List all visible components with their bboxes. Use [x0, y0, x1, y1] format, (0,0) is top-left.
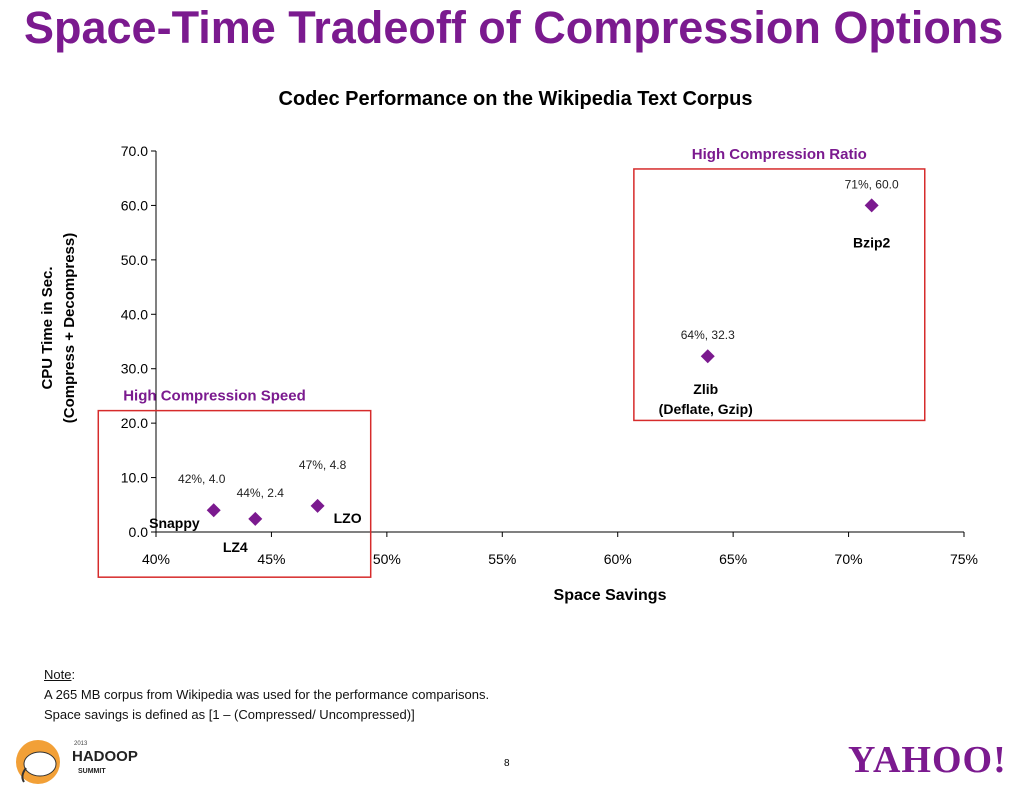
note: Note: A 265 MB corpus from Wikipedia was… — [44, 665, 489, 725]
point-name: LZ4 — [223, 539, 248, 555]
x-tick-label: 65% — [719, 551, 747, 567]
y-tick-label: 40.0 — [121, 306, 148, 322]
x-tick-label: 60% — [604, 551, 632, 567]
point-subname: (Deflate, Gzip) — [659, 401, 753, 417]
point-name: Zlib — [693, 381, 718, 397]
x-tick-label: 70% — [835, 551, 863, 567]
x-tick-label: 50% — [373, 551, 401, 567]
data-label: 42%, 4.0 — [178, 472, 226, 486]
note-line-2: Space savings is defined as [1 – (Compre… — [44, 707, 415, 722]
region-box — [97, 409, 372, 578]
y-tick-label: 20.0 — [121, 415, 148, 431]
x-tick-label: 45% — [257, 551, 285, 567]
hadoop-elephant-icon — [16, 740, 60, 784]
y-axis-label-2: (Compress + Decompress) — [61, 233, 78, 424]
point-name: LZO — [334, 510, 362, 526]
chart-title: Codec Performance on the Wikipedia Text … — [278, 88, 753, 110]
data-label: 47%, 4.8 — [299, 458, 347, 472]
hadoop-logo-subtext: SUMMIT — [78, 768, 106, 775]
yahoo-logo: YAHOO! — [848, 739, 1007, 781]
point-name: Bzip2 — [853, 234, 891, 250]
note-heading: Note — [44, 667, 72, 682]
y-tick-label: 70.0 — [121, 143, 148, 159]
x-tick-label: 55% — [488, 551, 516, 567]
slide-title: Space-Time Tradeoff of Compression Optio… — [24, 2, 1004, 53]
data-point — [700, 349, 715, 364]
y-axis-label: CPU Time in Sec. — [39, 266, 56, 389]
y-tick-label: 10.0 — [121, 470, 148, 486]
x-tick-label: 75% — [950, 551, 978, 567]
y-tick-label: 50.0 — [121, 252, 148, 268]
region-box — [633, 168, 926, 422]
x-axis-label: Space Savings — [554, 587, 667, 604]
y-tick-label: 30.0 — [121, 361, 148, 377]
data-point — [248, 511, 263, 526]
data-point — [310, 498, 325, 513]
y-tick-label: 60.0 — [121, 197, 148, 213]
data-label: 44%, 2.4 — [237, 486, 285, 500]
data-point — [864, 198, 879, 213]
data-label: 71%, 60.0 — [845, 177, 899, 191]
data-label: 64%, 32.3 — [681, 328, 735, 342]
hadoop-year: 2013 — [74, 741, 88, 747]
hadoop-logo-text: HADOOP — [72, 748, 138, 765]
region-label: High Compression Speed — [123, 388, 306, 405]
y-tick-label: 0.0 — [129, 524, 149, 540]
data-point — [206, 503, 221, 518]
note-line-1: A 265 MB corpus from Wikipedia was used … — [44, 687, 490, 702]
region-label: High Compression Ratio — [692, 146, 867, 163]
x-tick-label: 40% — [142, 551, 170, 567]
point-name: Snappy — [149, 515, 200, 531]
page-number: 8 — [504, 758, 510, 769]
